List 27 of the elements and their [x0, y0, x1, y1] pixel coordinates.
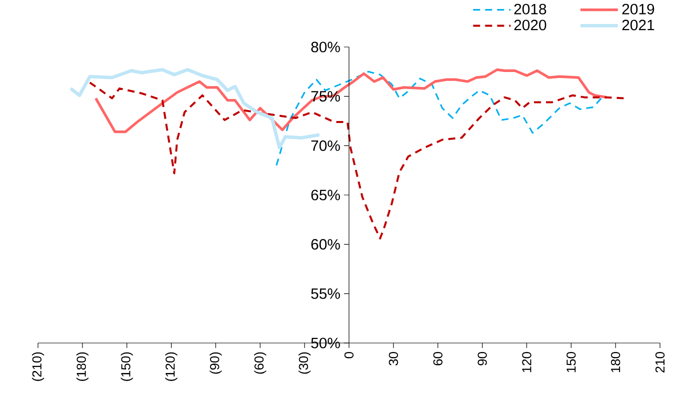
legend-label: 2020: [514, 20, 546, 30]
x-tick-label: (90): [210, 352, 222, 374]
x-tick-label: 120: [522, 352, 532, 372]
x-tick-label: 30: [388, 352, 398, 366]
y-tick-label: 50%: [311, 338, 340, 348]
x-tick-label: 90: [478, 352, 487, 366]
y-tick-label: 60%: [311, 239, 340, 250]
line-series: [88, 82, 626, 240]
y-tick-label: 55%: [311, 288, 340, 299]
legend-label: 2018: [514, 4, 546, 14]
x-tick-label: 210: [655, 352, 665, 372]
x-tick-label: 180: [610, 352, 620, 372]
x-tick-label: (210): [32, 352, 44, 381]
y-tick-label: 80%: [311, 42, 340, 52]
x-tick-label: (60): [254, 352, 266, 374]
x-tick-label: (150): [120, 352, 133, 381]
legend-label: 2021: [622, 20, 654, 30]
line-series: [94, 68, 608, 134]
x-tick-label: 150: [566, 352, 576, 372]
x-tick-label: 0: [344, 352, 354, 358]
y-tick-label: 65%: [311, 190, 340, 200]
x-tick-label: (180): [76, 352, 88, 381]
x-tick-label: (30): [298, 352, 311, 374]
y-tick-label: 70%: [311, 140, 340, 151]
x-tick-label: (120): [165, 352, 178, 381]
x-tick-label: 60: [433, 352, 442, 366]
legend-label: 2019: [622, 4, 654, 14]
